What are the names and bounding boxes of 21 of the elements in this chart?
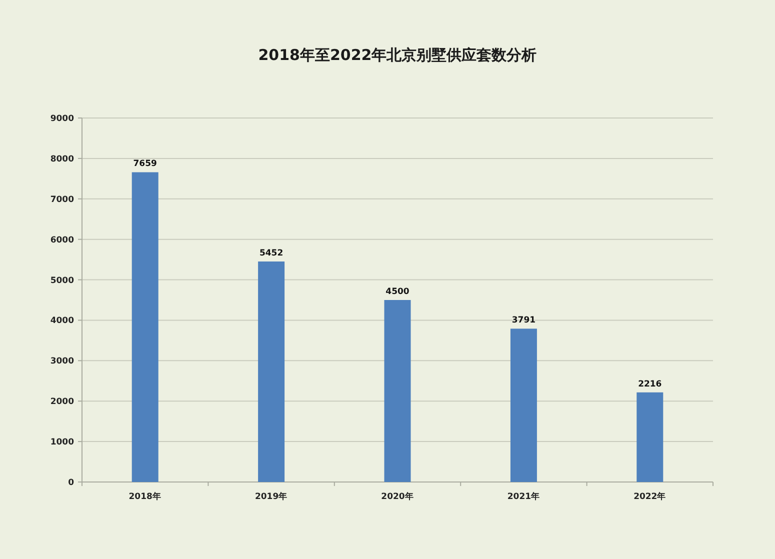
title: 2018年至2022年北京别墅供应套数分析 — [258, 46, 537, 64]
data-label: 5452 — [259, 248, 284, 258]
data-label: 4500 — [386, 287, 410, 297]
y-tick-label: 0 — [68, 478, 74, 488]
y-tick-label: 1000 — [50, 438, 74, 448]
y-tick-label: 7000 — [50, 194, 74, 205]
x-tick-label: 2022年 — [634, 491, 666, 502]
data-label: 3791 — [512, 316, 536, 326]
data-label: 7659 — [133, 159, 158, 170]
data-label: 2216 — [638, 379, 662, 390]
y-tick-label: 5000 — [50, 276, 74, 286]
y-tick-label: 4000 — [50, 316, 74, 326]
y-tick-label: 2000 — [50, 397, 74, 408]
x-tick-label: 2020年 — [381, 491, 414, 502]
x-tick-label: 2018年 — [128, 491, 162, 502]
y-tick-label: 8000 — [50, 154, 74, 164]
x-tick-label: 2021年 — [507, 491, 540, 502]
y-tick-label: 6000 — [50, 235, 74, 246]
y-tick-label: 9000 — [50, 114, 74, 124]
x-tick-label: 2019年 — [254, 491, 288, 502]
y-tick-label: 3000 — [50, 356, 74, 367]
